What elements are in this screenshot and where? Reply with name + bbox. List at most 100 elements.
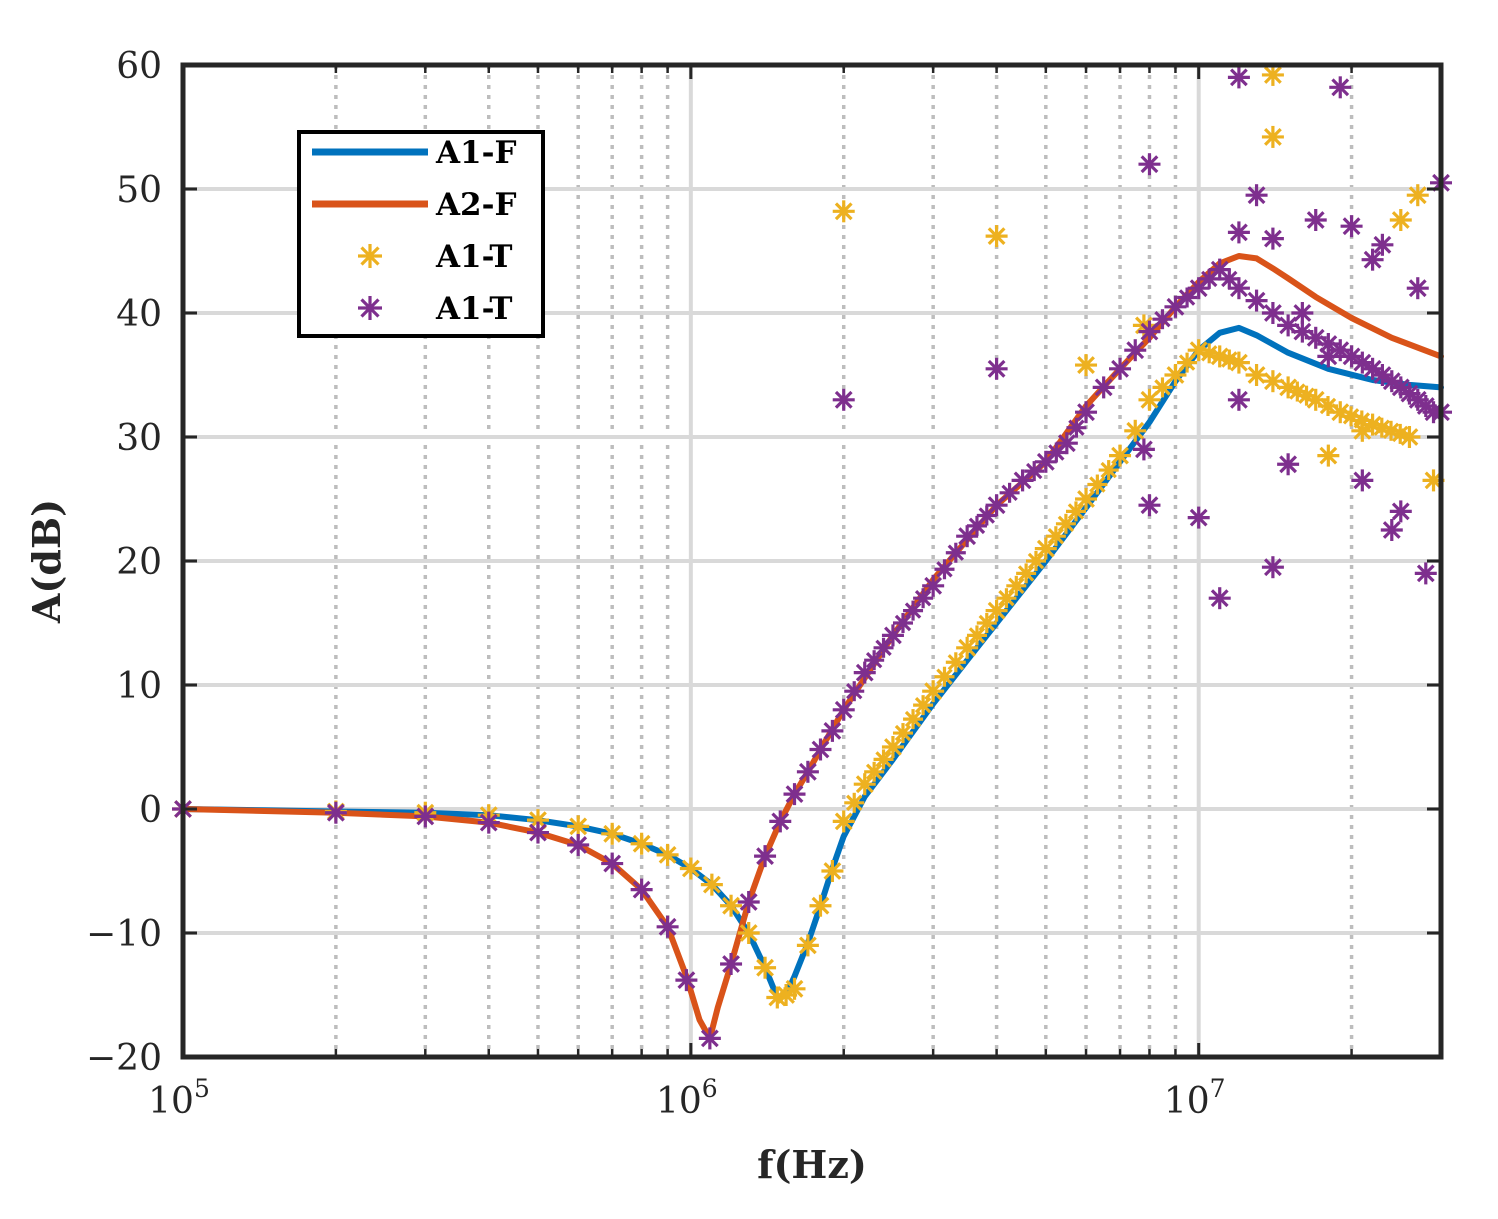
marker-stroke bbox=[1263, 558, 1282, 577]
data-point bbox=[1124, 419, 1147, 442]
marker-stroke bbox=[1057, 515, 1075, 533]
data-point bbox=[630, 832, 653, 855]
marker-stroke bbox=[1047, 527, 1065, 545]
marker-stroke bbox=[1400, 428, 1419, 446]
data-point bbox=[567, 833, 590, 856]
data-point bbox=[656, 843, 679, 866]
data-point bbox=[720, 894, 743, 917]
marker-stroke bbox=[756, 847, 774, 866]
data-point bbox=[1138, 320, 1161, 343]
marker-stroke bbox=[936, 668, 953, 685]
data-point bbox=[999, 482, 1020, 503]
data-point bbox=[976, 613, 997, 633]
marker-stroke bbox=[1229, 68, 1248, 87]
marker-stroke bbox=[360, 298, 380, 318]
data-point bbox=[1361, 248, 1384, 271]
marker-stroke bbox=[700, 1029, 719, 1048]
marker-stroke bbox=[632, 834, 651, 853]
x-tick-label: 107 bbox=[1164, 1074, 1226, 1122]
data-point bbox=[934, 666, 955, 687]
marker-stroke bbox=[998, 589, 1015, 607]
marker-stroke bbox=[1027, 552, 1045, 570]
marker-stroke bbox=[1048, 444, 1065, 461]
marker-stroke bbox=[1036, 539, 1055, 558]
marker-stroke bbox=[756, 958, 774, 977]
data-point bbox=[832, 200, 855, 223]
marker-stroke bbox=[1025, 462, 1043, 480]
data-point bbox=[853, 773, 876, 796]
marker-stroke bbox=[894, 724, 912, 742]
marker-stroke bbox=[1094, 378, 1113, 397]
data-point bbox=[1380, 519, 1403, 541]
marker-stroke bbox=[677, 971, 696, 990]
data-point bbox=[934, 559, 955, 580]
marker-stroke bbox=[875, 751, 892, 768]
marker-stroke bbox=[1382, 521, 1401, 539]
marker-stroke bbox=[924, 682, 943, 701]
marker-stroke bbox=[739, 893, 758, 911]
marker-stroke bbox=[1293, 322, 1312, 341]
marker-stroke bbox=[855, 663, 874, 682]
data-point bbox=[821, 719, 844, 742]
data-point bbox=[985, 357, 1008, 380]
marker-stroke bbox=[798, 936, 817, 955]
marker-stroke bbox=[1263, 229, 1282, 248]
marker-stroke bbox=[865, 763, 883, 781]
marker-stroke bbox=[1382, 372, 1401, 391]
marker-stroke bbox=[1154, 310, 1171, 328]
marker-stroke bbox=[1331, 403, 1350, 422]
y-tick-label: 10 bbox=[116, 666, 162, 707]
data-point bbox=[985, 225, 1008, 248]
marker-stroke bbox=[1353, 353, 1372, 372]
marker-stroke bbox=[722, 896, 740, 915]
marker-stroke bbox=[1373, 366, 1392, 384]
marker-stroke bbox=[1279, 316, 1298, 335]
data-point bbox=[976, 505, 997, 526]
marker-stroke bbox=[1289, 383, 1306, 400]
data-point bbox=[809, 894, 832, 917]
data-point bbox=[864, 761, 885, 782]
marker-stroke bbox=[846, 682, 863, 700]
marker-stroke bbox=[1391, 502, 1410, 521]
x-tick-label: 105 bbox=[148, 1074, 210, 1122]
legend-swatch-scatter-3 bbox=[358, 296, 382, 320]
data-point bbox=[1098, 460, 1119, 481]
legend-label: A2-F bbox=[435, 187, 517, 223]
data-point bbox=[1261, 125, 1284, 148]
marker-stroke bbox=[1229, 390, 1248, 409]
marker-stroke bbox=[1111, 359, 1129, 378]
marker-stroke bbox=[1089, 476, 1106, 493]
marker-stroke bbox=[1279, 378, 1298, 397]
data-point bbox=[1406, 277, 1429, 300]
marker-stroke bbox=[968, 627, 986, 644]
marker-stroke bbox=[987, 359, 1006, 378]
data-point bbox=[996, 588, 1017, 609]
data-point bbox=[1340, 215, 1363, 238]
data-point bbox=[922, 574, 945, 597]
legend-label: A1-F bbox=[435, 135, 517, 171]
data-point bbox=[675, 969, 698, 992]
marker-stroke bbox=[1363, 359, 1382, 378]
marker-stroke bbox=[1263, 304, 1282, 322]
data-point bbox=[1138, 388, 1161, 411]
marker-stroke bbox=[1221, 270, 1238, 288]
marker-stroke bbox=[1342, 408, 1360, 425]
marker-stroke bbox=[1166, 297, 1185, 316]
y-tick-label: 30 bbox=[116, 418, 162, 459]
marker-stroke bbox=[823, 862, 842, 880]
marker-stroke bbox=[978, 507, 995, 524]
marker-stroke bbox=[702, 875, 721, 894]
data-point bbox=[1132, 438, 1155, 461]
marker-stroke bbox=[987, 601, 1006, 620]
marker-stroke bbox=[1008, 577, 1025, 595]
data-point bbox=[873, 749, 894, 770]
legend-swatch-scatter-2 bbox=[358, 244, 382, 268]
data-point bbox=[892, 613, 913, 633]
marker-stroke bbox=[785, 785, 804, 804]
data-point bbox=[1329, 76, 1352, 99]
data-point bbox=[966, 625, 987, 646]
x-tick-label: 106 bbox=[656, 1074, 718, 1122]
data-point bbox=[832, 388, 855, 411]
marker-stroke bbox=[855, 775, 874, 794]
marker-stroke bbox=[1391, 378, 1410, 397]
